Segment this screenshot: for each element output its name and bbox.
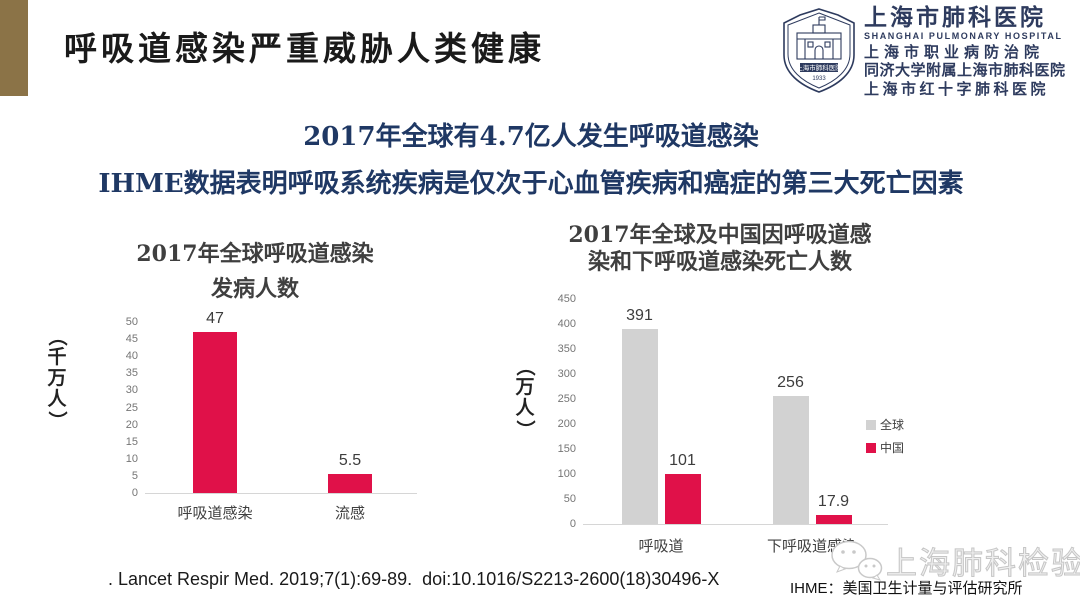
x-axis-line xyxy=(145,493,417,494)
y-tick-label: 25 xyxy=(125,401,138,414)
y-tick-label: 200 xyxy=(557,418,576,430)
citation-text: . Lancet Respir Med. 2019;7(1):69-89. do… xyxy=(108,569,720,589)
ihme-note: IHME：美国卫生计量与评估研究所 xyxy=(790,580,1023,597)
subtitle-line-1: 2017年全球有4.7亿人发生呼吸道感染 xyxy=(303,122,759,152)
y-tick-label: 15 xyxy=(125,435,138,448)
legend-item: 全球 xyxy=(866,416,904,433)
chart1-title: 2017年全球呼吸道感染 发病人数 xyxy=(55,237,455,307)
legend-swatch xyxy=(866,419,876,430)
chart-bar xyxy=(772,396,809,524)
logo-affiliate-3: 上海市红十字肺科医院 xyxy=(864,79,1050,98)
y-tick-label: 100 xyxy=(557,468,576,480)
x-axis-line xyxy=(583,524,888,525)
bar-value-label: 101 xyxy=(669,451,696,469)
y-tick-label: 150 xyxy=(557,443,576,455)
legend-item: 中国 xyxy=(866,439,904,456)
chart-bar xyxy=(193,332,237,493)
logo-hospital-name-cn: 上海市肺科医院 xyxy=(864,3,1046,31)
y-axis-unit-char: ） xyxy=(514,419,537,440)
chart1-title-line2: 发病人数 xyxy=(210,276,299,302)
y-tick-label: 30 xyxy=(125,384,138,397)
chart-bar xyxy=(328,474,372,493)
chart1-title-line1: 2017年全球呼吸道感染 xyxy=(136,241,374,267)
chart2-title-line1: 2017年全球及中国因呼吸道感 xyxy=(568,222,872,248)
chart-bar xyxy=(815,515,852,524)
hospital-crest-icon: 上海市肺科医院 1933 xyxy=(783,8,855,93)
y-tick-label: 400 xyxy=(557,318,576,330)
logo-hospital-name-en: SHANGHAI PULMONARY HOSPITAL xyxy=(864,30,1063,41)
y-tick-label: 10 xyxy=(125,452,138,465)
y-tick-label: 5 xyxy=(131,469,138,482)
category-label: 呼吸道 xyxy=(638,538,684,555)
y-axis-unit-label: （千万人） xyxy=(44,326,70,431)
y-tick-label: 50 xyxy=(125,316,138,328)
bar-value-label: 17.9 xyxy=(817,493,850,511)
chart2-title-line2: 染和下呼吸道感染死亡人数 xyxy=(587,249,852,275)
legend-label: 全球 xyxy=(880,418,905,432)
bar-value-label: 391 xyxy=(626,306,653,324)
category-label: 流感 xyxy=(334,505,365,522)
y-tick-label: 0 xyxy=(569,518,576,530)
y-axis-unit-label: （万人） xyxy=(512,356,538,440)
y-axis-unit-char: 人 xyxy=(515,397,535,419)
bar-value-label: 47 xyxy=(206,310,224,328)
y-axis-unit-char: （ xyxy=(514,356,537,377)
y-axis-unit-char: 人 xyxy=(47,388,67,410)
bar-value-label: 256 xyxy=(777,374,804,391)
chart-bar xyxy=(664,473,701,524)
legend-label: 中国 xyxy=(880,441,905,455)
hospital-logo: 上海市肺科医院 1933 上海市肺科医院 SHANGHAI PULMONARY … xyxy=(780,3,1072,98)
y-tick-label: 50 xyxy=(563,493,576,505)
crest-banner-text: 上海市肺科医院 xyxy=(796,63,842,72)
y-axis-unit-char: ） xyxy=(46,410,69,431)
y-tick-label: 45 xyxy=(125,333,138,346)
logo-affiliate-2: 同济大学附属上海市肺科医院 xyxy=(864,61,1066,80)
y-tick-label: 0 xyxy=(131,487,138,499)
crest-year: 1933 xyxy=(812,76,826,82)
accent-bar xyxy=(0,0,28,96)
category-label: 呼吸道感染 xyxy=(177,505,253,522)
y-axis-unit-char: （ xyxy=(46,326,69,347)
bar-value-label: 5.5 xyxy=(338,452,362,470)
y-axis-unit-char: 万 xyxy=(47,367,67,389)
y-tick-label: 40 xyxy=(125,350,138,363)
watermark-text: 上海肺科检验 xyxy=(886,546,1080,583)
legend-swatch xyxy=(866,442,876,453)
chart-bar xyxy=(621,328,658,524)
y-tick-label: 35 xyxy=(125,367,138,380)
wechat-icon xyxy=(831,540,883,581)
y-tick-label: 250 xyxy=(557,393,576,405)
y-axis-unit-char: 千 xyxy=(47,346,67,368)
y-tick-label: 20 xyxy=(125,418,138,431)
logo-affiliate-1: 上海市职业病防治院 xyxy=(864,42,1045,61)
y-tick-label: 300 xyxy=(557,368,576,380)
chart2-title: 2017年全球及中国因呼吸道感 染和下呼吸道感染死亡人数 xyxy=(525,222,915,276)
y-tick-label: 350 xyxy=(557,343,576,355)
watermark: 上海肺科检验 xyxy=(828,538,1080,583)
subtitle-line-2: IHME数据表明呼吸系统疾病是仅次于心血管疾病和癌症的第三大死亡因素 xyxy=(98,169,964,199)
page-title: 呼吸道感染严重威胁人类健康 xyxy=(64,29,545,68)
y-axis-unit-char: 万 xyxy=(515,376,535,398)
y-tick-label: 450 xyxy=(557,293,576,305)
